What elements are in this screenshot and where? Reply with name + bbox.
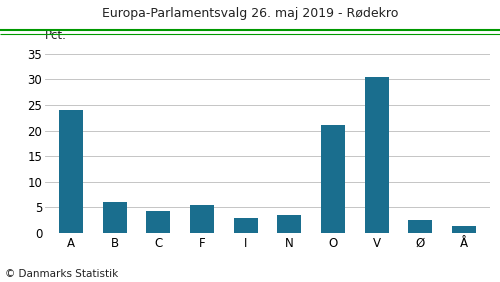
Bar bbox=[59, 110, 83, 233]
Text: © Danmarks Statistik: © Danmarks Statistik bbox=[5, 269, 118, 279]
Text: Pct.: Pct. bbox=[45, 29, 67, 42]
Text: Europa-Parlamentsvalg 26. maj 2019 - Rødekro: Europa-Parlamentsvalg 26. maj 2019 - Rød… bbox=[102, 7, 398, 20]
Bar bbox=[408, 221, 432, 233]
Bar bbox=[364, 77, 388, 233]
Bar bbox=[234, 218, 258, 233]
Bar bbox=[452, 226, 476, 233]
Bar bbox=[321, 125, 345, 233]
Bar bbox=[103, 202, 127, 233]
Bar bbox=[146, 211, 171, 233]
Bar bbox=[190, 204, 214, 233]
Bar bbox=[278, 215, 301, 233]
